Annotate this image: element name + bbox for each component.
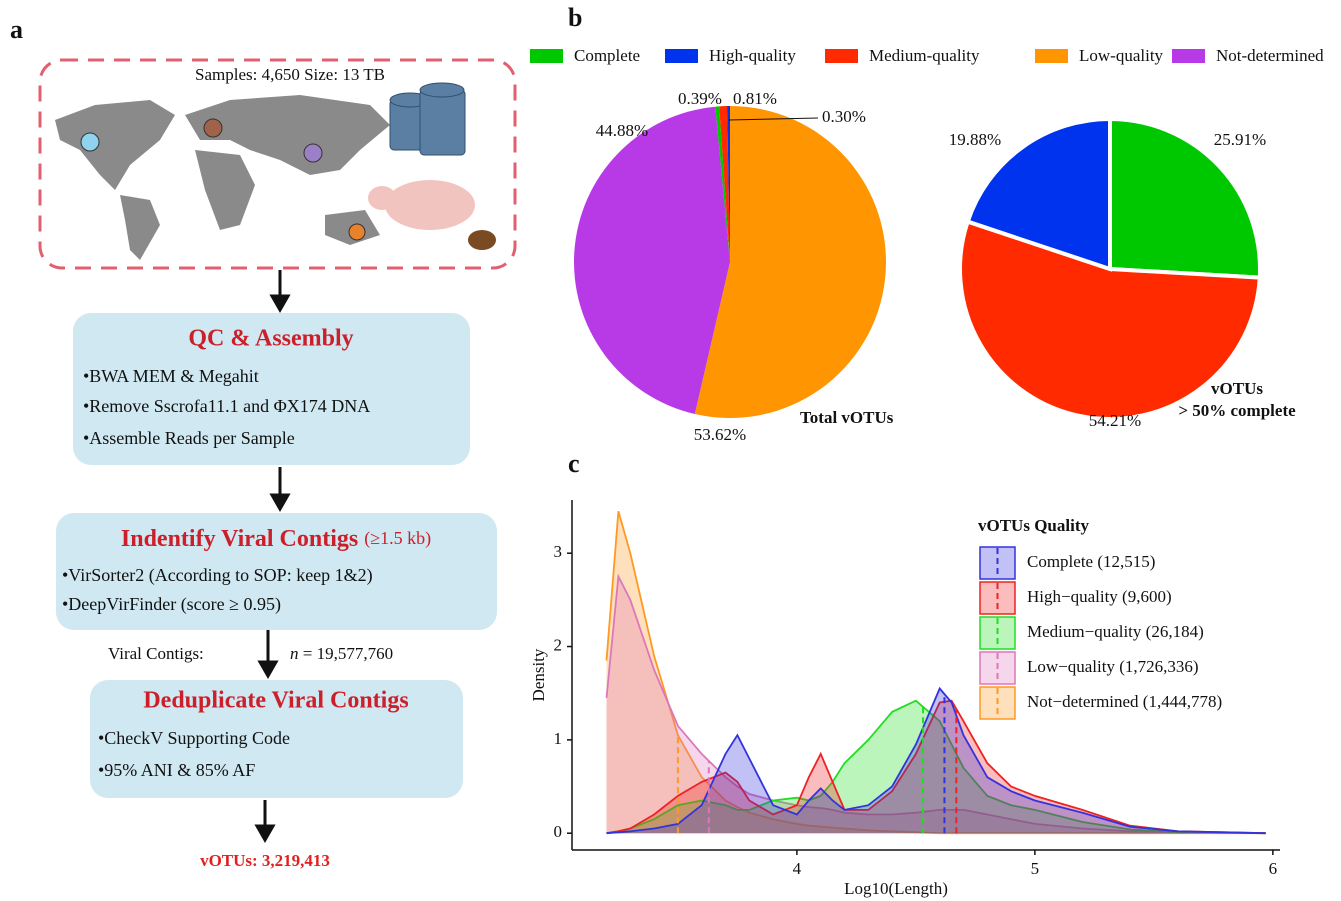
pie-caption: > 50% complete bbox=[1178, 401, 1296, 420]
step-item: •Remove Sscrofa11.1 and ΦX174 DNA bbox=[83, 396, 370, 416]
legend-swatch bbox=[530, 49, 563, 63]
panel-label: b bbox=[568, 3, 582, 32]
pie-caption: vOTUs bbox=[1211, 379, 1263, 398]
y-axis-label: Density bbox=[529, 648, 548, 701]
step-title: Deduplicate Viral Contigs bbox=[143, 688, 408, 714]
step-item: •95% ANI & 85% AF bbox=[98, 760, 255, 780]
count-symbol: n bbox=[290, 644, 299, 663]
step-item: •DeepVirFinder (score ≥ 0.95) bbox=[62, 594, 281, 615]
result: vOTUs: 3,219,413 bbox=[200, 851, 330, 870]
step-title: Indentify Viral Contigs (≥1.5 kb) bbox=[121, 526, 431, 552]
count: n = 19,577,760 bbox=[290, 644, 393, 663]
x-tick-label: 5 bbox=[1031, 859, 1040, 878]
step-title-note: (≥1.5 kb) bbox=[364, 528, 431, 549]
y-tick-label: 3 bbox=[554, 542, 563, 561]
data-label: 0.30% bbox=[822, 107, 866, 126]
world-map bbox=[55, 95, 390, 260]
step-item: •CheckV Supporting Code bbox=[98, 728, 290, 748]
legend-label: Medium−quality (26,184) bbox=[1027, 622, 1204, 641]
feces-icon bbox=[468, 230, 496, 250]
data-label: 0.81% bbox=[733, 89, 777, 108]
legend-swatch bbox=[825, 49, 858, 63]
pie-caption: Total vOTUs bbox=[800, 408, 894, 427]
legend-swatch bbox=[665, 49, 698, 63]
y-tick-label: 2 bbox=[554, 635, 563, 654]
y-tick-label: 0 bbox=[554, 822, 563, 841]
legend-label: Complete bbox=[574, 46, 640, 65]
panel-label: a bbox=[10, 15, 23, 44]
count-value: = 19,577,760 bbox=[303, 644, 393, 663]
pig-icon bbox=[368, 186, 396, 210]
step-item: •BWA MEM & Megahit bbox=[83, 366, 259, 386]
panel-label: c bbox=[568, 449, 580, 478]
step-item: •Assemble Reads per Sample bbox=[83, 428, 295, 448]
data-label: 19.88% bbox=[949, 130, 1001, 149]
step-item: •VirSorter2 (According to SOP: keep 1&2) bbox=[62, 565, 373, 586]
legend-swatch bbox=[1172, 49, 1205, 63]
step-title-main: Indentify Viral Contigs bbox=[121, 526, 358, 552]
step-title: QC & Assembly bbox=[188, 326, 353, 352]
legend-label: Not-determined bbox=[1216, 46, 1324, 65]
data-label: 44.88% bbox=[596, 121, 648, 140]
x-axis-label: Log10(Length) bbox=[844, 879, 948, 898]
x-tick-label: 4 bbox=[793, 859, 802, 878]
legend-label: Low-quality bbox=[1079, 46, 1164, 65]
data-label: 25.91% bbox=[1214, 130, 1266, 149]
legend-title: vOTUs Quality bbox=[978, 516, 1089, 535]
figure: a b c Samples: 4,650 Size: 13 TB QC & As… bbox=[0, 0, 1341, 901]
pig-icon bbox=[385, 180, 475, 230]
legend-label: Low−quality (1,726,336) bbox=[1027, 657, 1199, 676]
database-icon bbox=[390, 83, 465, 155]
samples-text: Samples: 4,650 Size: 13 TB bbox=[195, 65, 385, 84]
data-label: 0.39% bbox=[678, 89, 722, 108]
data-label: 54.21% bbox=[1089, 411, 1141, 430]
legend-label: Complete (12,515) bbox=[1027, 552, 1155, 571]
legend-label: Not−determined (1,444,778) bbox=[1027, 692, 1222, 711]
y-tick-label: 1 bbox=[554, 729, 563, 748]
legend-label: Medium-quality bbox=[869, 46, 980, 65]
legend-label: High−quality (9,600) bbox=[1027, 587, 1172, 606]
x-tick-label: 6 bbox=[1269, 859, 1278, 878]
data-label: 53.62% bbox=[694, 425, 746, 444]
legend-swatch bbox=[1035, 49, 1068, 63]
legend-label: High-quality bbox=[709, 46, 796, 65]
count-label: Viral Contigs: bbox=[108, 644, 204, 663]
